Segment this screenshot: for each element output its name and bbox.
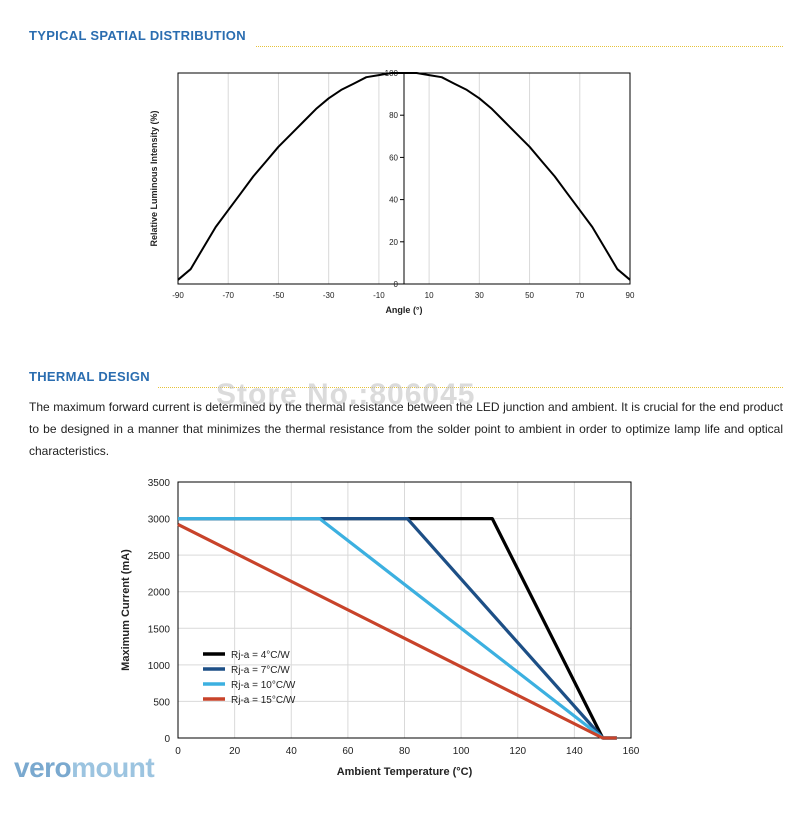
- y-tick-label-2: 1000: [148, 661, 171, 672]
- x-tick-label-6: 30: [475, 291, 484, 300]
- x-tick-label-1: 20: [229, 746, 241, 757]
- y-tick-label-1: 20: [389, 238, 398, 247]
- y-axis-label: Relative Luminous Intensity (%): [149, 110, 159, 246]
- legend-label-3: Rj-a = 15°C/W: [231, 695, 296, 706]
- y-tick-label-1: 500: [153, 697, 170, 708]
- legend-label-2: Rj-a = 10°C/W: [231, 680, 296, 691]
- x-tick-label-3: 60: [342, 746, 354, 757]
- x-tick-label-8: 160: [623, 746, 640, 757]
- x-tick-label-5: 100: [453, 746, 470, 757]
- y-tick-label-2: 40: [389, 196, 398, 205]
- x-axis-label: Ambient Temperature (°C): [337, 766, 473, 778]
- y-tick-label-4: 2000: [148, 588, 171, 599]
- x-tick-label-7: 140: [566, 746, 583, 757]
- series-line-3: [177, 522, 617, 740]
- logo-part-mount: mount: [71, 752, 155, 783]
- y-tick-label-5: 2500: [148, 551, 171, 562]
- legend-label-1: Rj-a = 7°C/W: [231, 665, 290, 676]
- section-title-thermal: THERMAL DESIGN: [29, 369, 150, 384]
- x-tick-label-9: 90: [626, 291, 635, 300]
- title-rule-spatial: [256, 46, 783, 47]
- thermal-derating-chart: 0 500 1000 1500 2000 2500 3000 3500 0 20 40 60 80 100…: [120, 478, 640, 778]
- x-tick-label-0: -90: [172, 291, 184, 300]
- legend-label-0: Rj-a = 4°C/W: [231, 650, 290, 661]
- section-title-spatial: TYPICAL SPATIAL DISTRIBUTION: [29, 28, 246, 43]
- intensity-curve: [177, 72, 631, 281]
- x-tick-label-5: 10: [425, 291, 434, 300]
- y-tick-label-6: 3000: [148, 515, 171, 526]
- thermal-description: The maximum forward current is determine…: [29, 400, 783, 458]
- x-tick-label-6: 120: [509, 746, 526, 757]
- y-tick-label-3: 1500: [148, 624, 171, 635]
- x-tick-label-8: 70: [575, 291, 584, 300]
- x-tick-label-4: -10: [373, 291, 385, 300]
- title-rule-thermal: [158, 387, 783, 388]
- x-tick-label-2: 40: [286, 746, 298, 757]
- x-tick-label-4: 80: [399, 746, 411, 757]
- plot-frame: [177, 481, 632, 739]
- y-tick-label-4: 80: [389, 111, 398, 120]
- veromount-logo: veromount: [14, 752, 155, 784]
- y-tick-label-3: 60: [389, 153, 398, 162]
- logo-part-vero: vero: [14, 752, 72, 783]
- y-axis-label: Maximum Current (mA): [120, 549, 132, 671]
- x-tick-label-1: -70: [222, 291, 234, 300]
- x-tick-label-3: -30: [323, 291, 335, 300]
- x-tick-label-7: 50: [525, 291, 534, 300]
- y-tick-label-0: 0: [164, 734, 170, 745]
- x-axis-label: Angle (°): [385, 305, 422, 315]
- y-tick-label-0: 0: [394, 280, 399, 289]
- x-tick-label-0: 0: [175, 746, 181, 757]
- y-tick-label-7: 3500: [148, 478, 171, 489]
- x-tick-label-2: -50: [273, 291, 285, 300]
